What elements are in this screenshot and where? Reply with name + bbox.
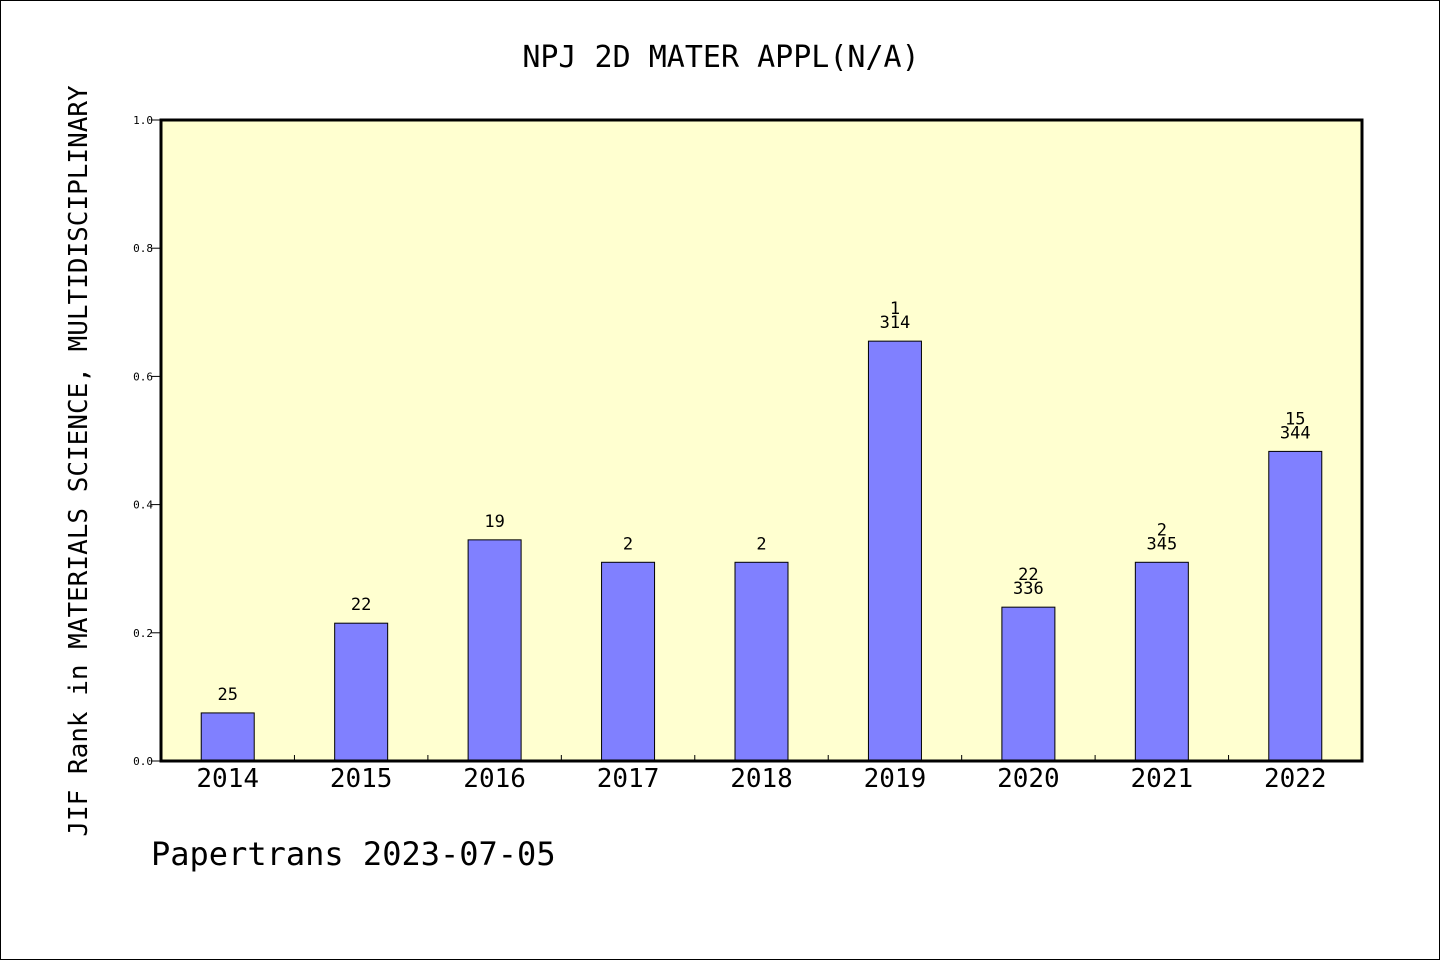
- data-label: 25: [217, 685, 237, 705]
- bar-2022: [1268, 450, 1323, 762]
- x-tick-label: 2022: [1264, 764, 1327, 794]
- bar-2016: [467, 539, 522, 762]
- x-tick-label: 2018: [730, 764, 793, 794]
- data-label: 22: [351, 595, 371, 615]
- plot-frame: [159, 118, 1364, 763]
- data-label: 19: [484, 512, 504, 532]
- bar-2019: [867, 340, 922, 762]
- y-tick-label: 1.0: [133, 114, 153, 127]
- y-tick-label: 0.0: [133, 755, 153, 768]
- bar-2020: [1001, 606, 1056, 762]
- chart-marks: 0.00.20.40.60.81.02014252015222016192017…: [133, 114, 1326, 794]
- y-tick-label: 0.8: [133, 242, 153, 255]
- data-label: 22: [1018, 565, 1038, 585]
- chart-title: NPJ 2D MATER APPL(N/A): [522, 40, 919, 75]
- x-tick-label: 2016: [463, 764, 526, 794]
- bar-2017: [601, 561, 656, 762]
- x-tick-label: 2014: [196, 764, 259, 794]
- y-tick-label: 0.6: [133, 370, 153, 383]
- data-label: 345: [1146, 534, 1177, 554]
- data-label: 2: [623, 534, 633, 554]
- data-label: 2: [1157, 520, 1167, 540]
- bar-2021: [1134, 561, 1189, 762]
- data-label: 2: [756, 534, 766, 554]
- bar-2015: [334, 622, 389, 762]
- data-label: 1: [890, 299, 900, 319]
- data-label: 344: [1280, 423, 1311, 443]
- bar-2014: [200, 712, 255, 762]
- data-label: 15: [1285, 409, 1305, 429]
- x-tick-label: 2015: [330, 764, 393, 794]
- y-axis-label: JIF Rank in MATERIALS SCIENCE, MULTIDISC…: [64, 85, 94, 837]
- footer-text: Papertrans 2023-07-05: [151, 835, 556, 873]
- x-tick-label: 2020: [997, 764, 1060, 794]
- y-tick-label: 0.2: [133, 627, 153, 640]
- data-label: 336: [1013, 579, 1044, 599]
- data-label: 314: [880, 313, 911, 333]
- x-tick-label: 2017: [597, 764, 660, 794]
- x-tick-label: 2019: [864, 764, 927, 794]
- y-tick-label: 0.4: [133, 499, 153, 512]
- bar-2018: [734, 561, 789, 762]
- x-tick-label: 2021: [1131, 764, 1194, 794]
